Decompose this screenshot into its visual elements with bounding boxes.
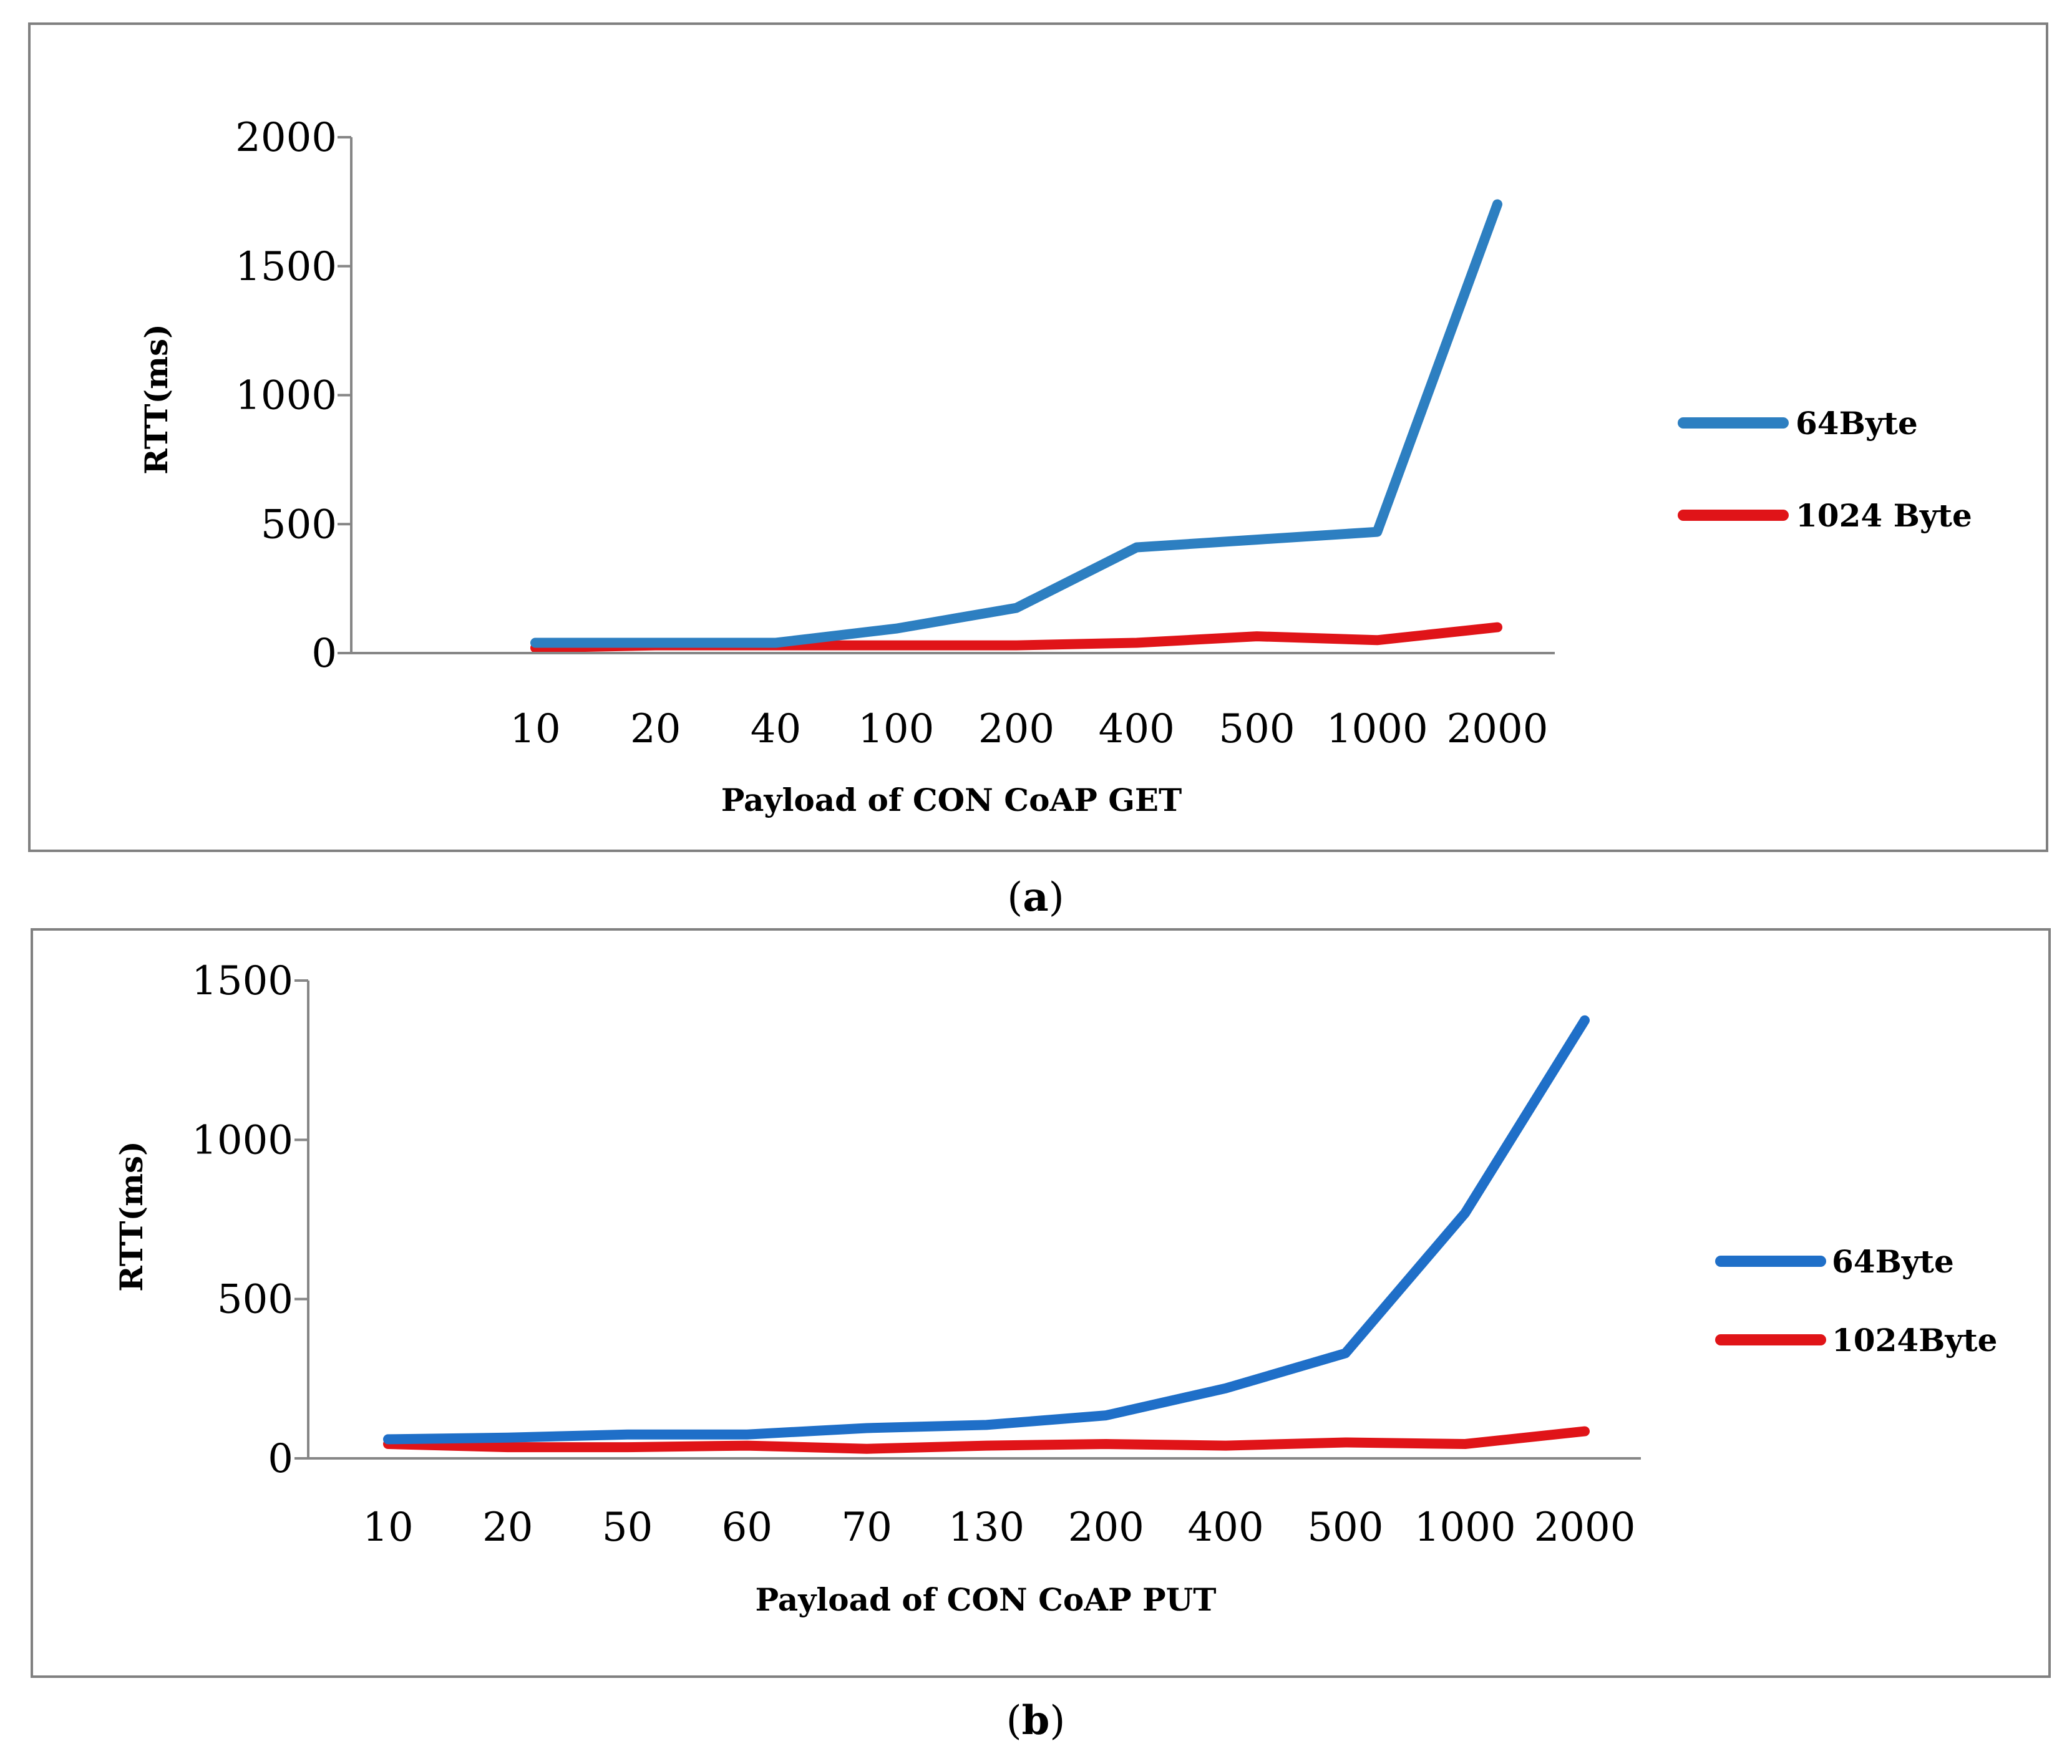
chart-a-x-tick-label: 20	[630, 706, 681, 752]
chart-a-legend-label-1024byte: 1024 Byte	[1796, 497, 1972, 534]
chart-a-frame	[28, 22, 2048, 852]
chart-a-x-tick-label: 40	[751, 706, 801, 752]
chart-a-y-tick-label: 500	[261, 502, 337, 548]
caption-a: (a)	[1007, 874, 1064, 921]
chart-b-x-tick-label: 130	[948, 1505, 1024, 1551]
chart-b-frame	[31, 928, 2051, 1678]
chart-b-xlabel: Payload of CON CoAP PUT	[756, 1581, 1217, 1618]
chart-b-x-tick-label: 2000	[1534, 1505, 1636, 1551]
chart-a-legend: 64Byte 1024 Byte	[1678, 405, 1972, 534]
chart-b-y-tick-label: 0	[268, 1436, 293, 1482]
chart-b-y-tick-label: 500	[217, 1277, 293, 1323]
chart-b-legend-label-64byte: 64Byte	[1832, 1243, 1954, 1280]
chart-b-x-tick-label: 70	[841, 1505, 892, 1551]
chart-a-legend-label-64byte: 64Byte	[1796, 405, 1918, 442]
chart-b-x-tick-label: 60	[722, 1505, 772, 1551]
chart-b-y-tick-label: 1500	[192, 958, 293, 1004]
chart-b-series-64byte-line	[383, 1015, 1590, 1445]
chart-b-legend-label-1024byte: 1024Byte	[1832, 1322, 1997, 1359]
chart-a-y-tick-label: 1000	[235, 373, 337, 419]
chart-a-x-tick-label: 500	[1218, 706, 1295, 752]
chart-a-x-tick-label: 10	[510, 706, 560, 752]
chart-a-ylabel: RTT(ms)	[138, 324, 175, 475]
chart-b: 0 500 1000 1500 10 20 50 60 70 130 200 400 500 1000 20…	[31, 928, 2051, 1678]
chart-a-y-tick-label: 2000	[235, 115, 337, 161]
chart-a-x-tick-label: 1000	[1326, 706, 1428, 752]
chart-b-x-tick-label: 500	[1307, 1505, 1383, 1551]
chart-b-x-tick-label: 200	[1068, 1505, 1144, 1551]
caption-b: (b)	[1006, 1697, 1066, 1744]
chart-a-y-tick-label: 0	[311, 631, 337, 677]
chart-b-x-tick-label: 1000	[1414, 1505, 1516, 1551]
chart-a-x-tick-label: 2000	[1447, 706, 1549, 752]
chart-b-x-tick-label: 400	[1188, 1505, 1264, 1551]
chart-b-x-tick-label: 10	[362, 1505, 413, 1551]
chart-a-x-tick-label: 200	[978, 706, 1054, 752]
chart-a-y-tick-label: 1500	[235, 244, 337, 290]
chart-b-series-1024byte-line	[383, 1426, 1590, 1454]
caption-a-letter: a	[1023, 874, 1048, 921]
chart-b-ylabel: RTT(ms)	[113, 1141, 150, 1292]
chart-a-x-tick-label: 400	[1099, 706, 1175, 752]
chart-b-x-tick-label: 50	[602, 1505, 653, 1551]
chart-b-legend: 64Byte 1024Byte	[1715, 1243, 1997, 1359]
chart-b-y-tick-label: 1000	[192, 1117, 293, 1163]
chart-a-x-tick-label: 100	[858, 706, 934, 752]
chart-a-xlabel: Payload of CON CoAP GET	[721, 782, 1182, 818]
chart-a-series-64byte-line	[530, 199, 1502, 648]
chart-b-x-tick-label: 20	[482, 1505, 533, 1551]
caption-b-letter: b	[1022, 1697, 1050, 1744]
